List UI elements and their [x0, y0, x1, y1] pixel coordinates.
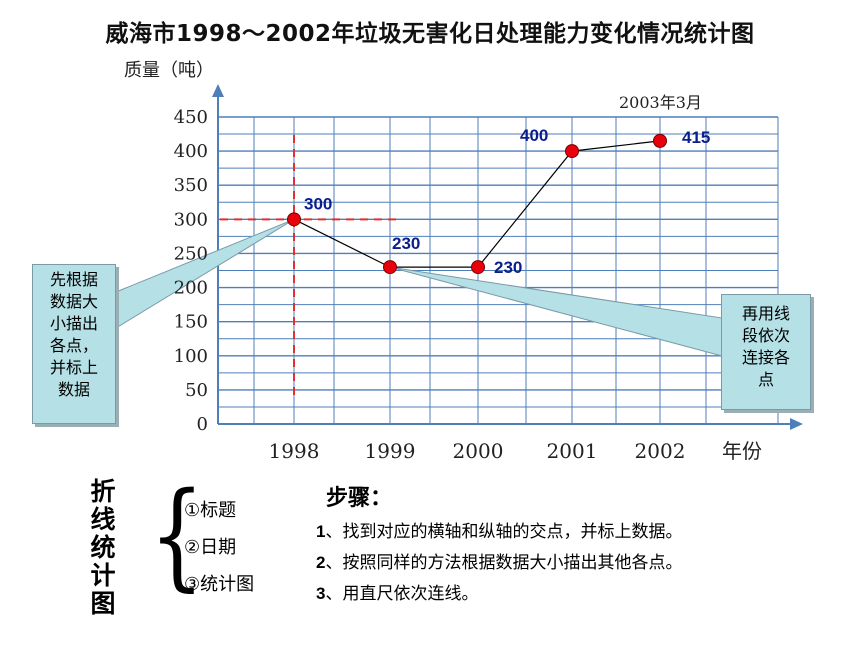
callout-left: 先根据 数据大 小描出 各点， 并标上 数据 — [32, 264, 116, 424]
y-tick-label: 250 — [174, 243, 208, 264]
guide-lines — [220, 135, 398, 400]
data-labels: 300 230 230 400 415 — [304, 126, 710, 277]
y-tick-label: 450 — [174, 107, 208, 128]
date-note: 2003年3月 — [619, 93, 702, 112]
data-label: 415 — [682, 128, 710, 147]
chart-title: 威海市1998～2002年垃圾无害化日处理能力变化情况统计图 — [105, 21, 755, 47]
data-label: 230 — [392, 234, 420, 253]
y-tick-label: 150 — [174, 312, 208, 333]
x-tick-label: 2001 — [547, 439, 598, 463]
data-point — [383, 260, 397, 275]
parts-list: ①标题 ②日期 ③统计图 — [184, 492, 254, 603]
x-tick-label: 2000 — [453, 439, 504, 463]
data-point — [653, 133, 667, 148]
y-tick-label: 100 — [174, 346, 208, 367]
step-item: 1、找到对应的横轴和纵轴的交点，并标上数据。 — [316, 522, 683, 542]
x-axis-label: 年份 — [722, 439, 762, 463]
x-tick-label: 2002 — [635, 439, 686, 463]
side-title: 折线统计图 — [90, 477, 116, 618]
x-axis-arrow — [790, 418, 803, 430]
series-line — [293, 140, 661, 268]
y-tick-label: 50 — [185, 380, 208, 401]
y-axis-arrow — [212, 84, 224, 97]
data-point — [471, 260, 485, 275]
callout-left-pointer — [115, 218, 295, 329]
step-item: 3、用直尺依次连线。 — [316, 584, 479, 604]
callout-right: 再用线 段依次 连接各点 — [721, 294, 811, 410]
axes — [212, 84, 803, 430]
y-tick-label: 400 — [174, 141, 208, 162]
part-date: ②日期 — [184, 537, 237, 558]
series-path — [293, 140, 661, 268]
part-title: ①标题 — [184, 500, 237, 521]
data-label: 400 — [520, 126, 548, 145]
data-label: 230 — [494, 258, 522, 277]
step-item: 2、按照同样的方法根据数据大小描出其他各点。 — [316, 553, 683, 573]
part-chart: ③统计图 — [184, 574, 255, 595]
steps-heading: 步骤： — [326, 486, 393, 511]
data-label: 300 — [304, 194, 332, 213]
data-points — [287, 133, 667, 275]
y-tick-label: 350 — [174, 175, 208, 196]
x-tick-label: 1998 — [269, 439, 320, 463]
callout-right-pointer — [389, 266, 723, 357]
x-tick-label: 1999 — [365, 439, 416, 463]
tick-labels: 0 50 100 150 200 250 300 350 400 450 1998 1999 2000 2… — [124, 60, 762, 463]
line-chart: 300 230 230 400 415 0 50 100 150 200 250 300 350 400… — [115, 60, 803, 463]
y-tick-label: 300 — [174, 209, 208, 230]
steps-list: 1、找到对应的横轴和纵轴的交点，并标上数据。 2、按照同样的方法根据数据大小描出… — [316, 516, 682, 609]
y-tick-label: 200 — [174, 278, 208, 299]
y-axis-label: 质量（吨） — [124, 60, 214, 81]
brace-icon: { — [149, 468, 205, 603]
data-point — [565, 144, 579, 159]
y-tick-label: 0 — [197, 414, 208, 435]
data-point — [287, 212, 301, 227]
